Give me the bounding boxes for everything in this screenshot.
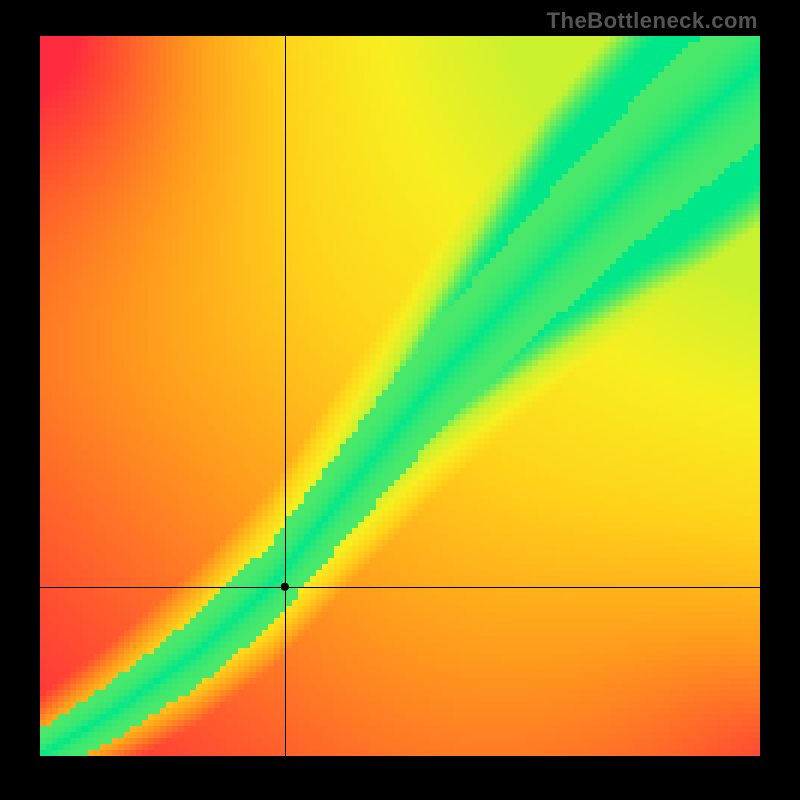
bottleneck-heatmap (40, 36, 760, 756)
chart-container: TheBottleneck.com (0, 0, 800, 800)
watermark-text: TheBottleneck.com (547, 8, 758, 34)
